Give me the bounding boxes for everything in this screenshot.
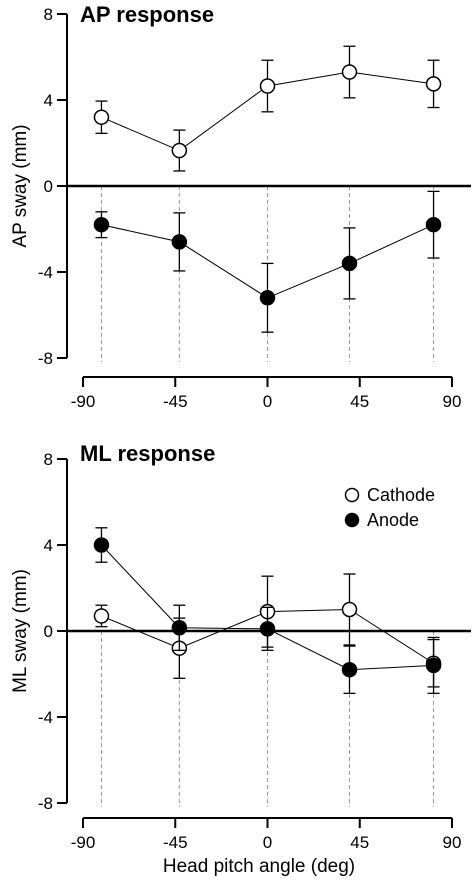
ml-y-tick-label: -8: [38, 794, 53, 813]
ml-response-panel: ML response ML sway (mm) Head pitch angl…: [10, 441, 471, 877]
ml-y-axis-label: ML sway (mm): [10, 569, 31, 693]
ap-anode-point: [341, 255, 358, 272]
ap-cathode-point: [93, 109, 110, 125]
ml-x-axis-label: Head pitch angle (deg): [163, 856, 355, 877]
ml-anode-point: [171, 620, 188, 636]
legend-anode-label: Anode: [367, 510, 419, 530]
ap-y-axis-label: AP sway (mm): [10, 124, 31, 247]
ap-x-tick-label: 0: [263, 392, 272, 411]
ml-cathode-point: [341, 601, 358, 618]
ap-x-tick-label: 90: [443, 392, 462, 411]
ap-y-tick-label: 4: [44, 91, 53, 110]
ml-response-title: ML response: [80, 441, 215, 466]
ml-y-tick-label: 8: [44, 450, 53, 469]
ap-y-tick-label: -4: [38, 263, 53, 282]
ap-anode-point: [93, 216, 110, 233]
ml-anode-point: [425, 657, 442, 674]
ml-x-tick-label: 45: [350, 833, 369, 852]
ap-cathode-point: [171, 142, 188, 159]
ap-y-tick-label: 8: [44, 5, 53, 24]
legend-cathode-marker: [344, 487, 360, 503]
ap-response-title: AP response: [80, 2, 214, 27]
ml-y-tick-label: 4: [44, 536, 53, 555]
ml-y-tick-label: -4: [38, 708, 53, 727]
ml-x-tick-label: 0: [263, 833, 272, 852]
ml-x-tick-label: -90: [71, 833, 96, 852]
ap-x-tick-label: -90: [71, 392, 96, 411]
ap-y-tick-label: -8: [38, 349, 53, 368]
ml-y-tick-label: 0: [44, 622, 53, 641]
ap-cathode-point: [259, 78, 276, 94]
legend-anode-marker: [344, 512, 360, 528]
ap-cathode-point: [425, 76, 442, 92]
legend-cathode-label: Cathode: [367, 485, 435, 505]
ap-anode-point: [171, 234, 188, 250]
ml-x-tick-label: -45: [163, 833, 188, 852]
legend: Cathode Anode: [344, 485, 435, 530]
ml-cathode-point: [93, 608, 110, 624]
ml-anode-point: [341, 661, 358, 678]
ml-anode-point: [259, 621, 276, 637]
ml-x-tick-label: 90: [443, 833, 462, 852]
ml-anode-point: [93, 537, 110, 553]
ap-y-tick-label: 0: [44, 177, 53, 196]
ap-anode-point: [259, 290, 276, 306]
ap-anode-point: [425, 216, 442, 233]
ap-response-panel: AP response AP sway (mm) 8 4 0 -4 -8 -90 -45 0 4…: [10, 2, 471, 411]
ap-x-tick-label: 45: [350, 392, 369, 411]
ap-x-tick-label: -45: [163, 392, 188, 411]
ap-cathode-point: [341, 64, 358, 80]
